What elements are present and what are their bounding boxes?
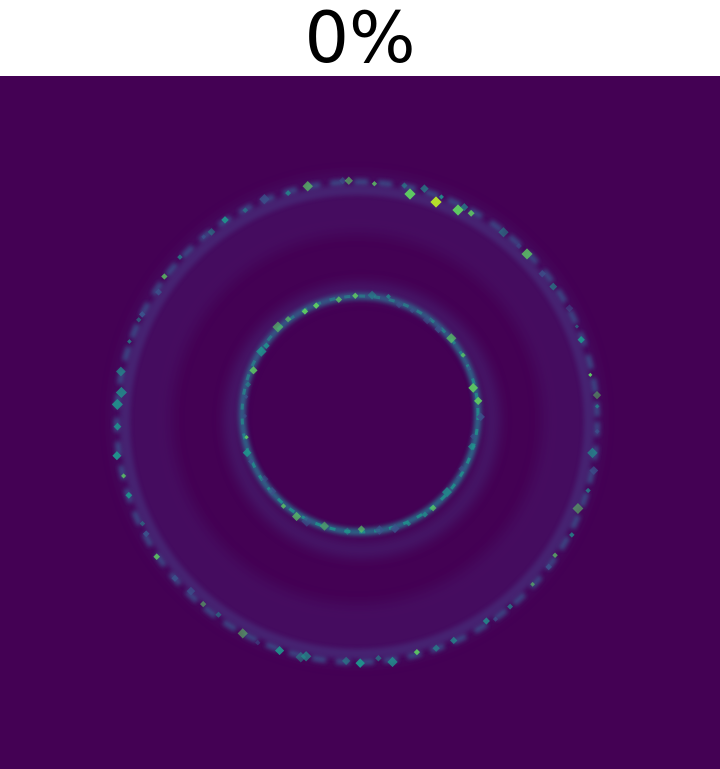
hotspot [441,487,453,498]
hotspot [460,352,466,358]
hotspot [243,394,249,399]
hotspot [237,628,248,639]
hotspot [357,525,366,533]
hotspot [467,442,476,451]
hotspot [468,382,479,393]
hotspot [395,301,403,309]
hotspot [256,346,267,357]
hotspot [115,366,126,377]
hotspot [249,366,258,375]
hotspot [267,486,277,496]
inner-ring [225,283,499,557]
hotspot [186,586,196,596]
hotspot [466,365,472,371]
hotspot [275,645,285,656]
hotspot [344,176,353,185]
hotspot-peak [452,204,464,216]
hotspot [420,184,429,193]
heatmap-image [111,174,602,668]
title-bar: 0% [0,0,720,76]
hotspot [432,644,440,652]
hotspot [406,521,412,527]
hotspot [587,447,598,459]
hotspot [125,491,133,499]
hotspot [594,428,600,434]
hotspot [245,381,252,388]
figure-title: 0% [304,0,416,79]
hotspot [434,324,443,334]
hotspot [469,433,476,440]
hotspot [476,412,485,422]
hotspot [374,525,385,535]
hotspot [572,503,584,514]
hotspot [136,317,142,323]
hotspot [259,194,270,205]
hotspot [221,216,229,224]
hotspot [302,180,313,192]
hotspot [242,207,249,214]
hotspot [242,448,252,458]
hotspot [207,227,216,236]
hotspot [263,342,270,350]
hotspot [260,475,269,483]
hotspot [577,336,585,344]
outer-ring [114,179,600,665]
hotspot [521,248,533,260]
hotspot [343,527,352,535]
hotspot [292,511,302,522]
hotspot [589,466,599,475]
hotspot [588,372,593,378]
hotspot [301,515,313,527]
hotspot [569,532,575,538]
hotspot [339,176,347,185]
hotspot [177,254,183,260]
hotspot [552,552,558,559]
hotspot [112,451,122,461]
hotspot [387,656,398,668]
hotspot [375,654,382,662]
hotspot [285,190,292,197]
hotspot [492,616,499,622]
hotspot [171,574,179,582]
hotspot [455,474,462,480]
heatmap-panel [0,76,720,769]
hotspot [295,651,307,663]
hotspot [355,658,365,668]
hotspot [409,307,415,314]
hotspot [450,636,458,645]
hotspot [244,435,249,440]
heatmap-halo [112,174,602,664]
hotspot [121,473,127,479]
hotspot [385,293,391,300]
hotspot [594,403,600,409]
hotspot [371,181,378,187]
hotspot [242,413,248,419]
hotspot [127,339,132,344]
hotspot [545,563,553,571]
hotspot [422,315,432,325]
